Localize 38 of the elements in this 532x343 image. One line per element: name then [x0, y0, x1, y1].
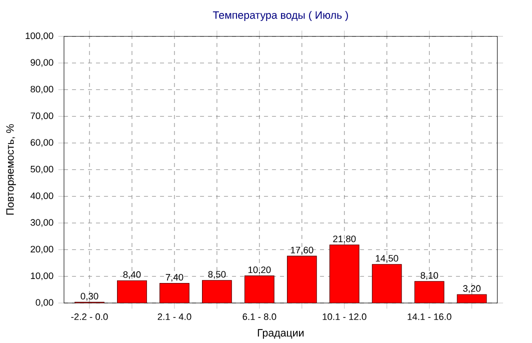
data-label: 7,40 [166, 274, 184, 282]
data-label: 8,40 [123, 271, 141, 279]
x-tick-label: -2.2 - 0.0 [71, 313, 108, 320]
bar [372, 264, 402, 303]
bar [456, 294, 487, 303]
data-label: 3,20 [463, 285, 481, 293]
y-tick-label: 90,00 [30, 59, 54, 67]
y-tick-label: 40,00 [30, 192, 54, 200]
data-label: 0,30 [80, 292, 98, 301]
y-tick-label: 100,00 [26, 32, 54, 40]
data-label: 17,60 [290, 246, 314, 254]
y-tick-label: 0,00 [36, 299, 54, 307]
bar [414, 281, 444, 303]
y-tick-label: 50,00 [30, 166, 54, 174]
data-label: 10,20 [248, 266, 271, 274]
bar [329, 244, 360, 303]
x-tick-label: 14.1 - 16.0 [408, 313, 452, 320]
x-tick-label: 2.1 - 4.0 [158, 313, 192, 320]
data-label: 21,80 [333, 236, 356, 244]
data-label: 14,50 [376, 255, 398, 263]
data-label: 8,10 [420, 272, 438, 280]
bar [160, 282, 190, 303]
y-tick-label: 10,00 [30, 272, 54, 280]
y-tick-label: 60,00 [30, 139, 54, 147]
y-tick-label: 30,00 [30, 219, 54, 227]
y-tick-label: 20,00 [30, 246, 54, 254]
bar [117, 280, 147, 303]
y-axis-title: Повторяемость, % [6, 124, 16, 215]
x-axis-title: Градации [258, 329, 304, 339]
x-tick-label: 6.1 - 8.0 [242, 313, 276, 320]
chart-title: Температура воды ( Июль ) [212, 11, 348, 21]
bar [202, 280, 232, 303]
y-tick-label: 70,00 [30, 112, 54, 120]
x-tick-label: 10.1 - 12.0 [322, 313, 366, 320]
data-label: 8,50 [208, 271, 226, 279]
bar [286, 256, 317, 303]
bar [244, 276, 274, 303]
y-tick-label: 80,00 [30, 86, 54, 94]
